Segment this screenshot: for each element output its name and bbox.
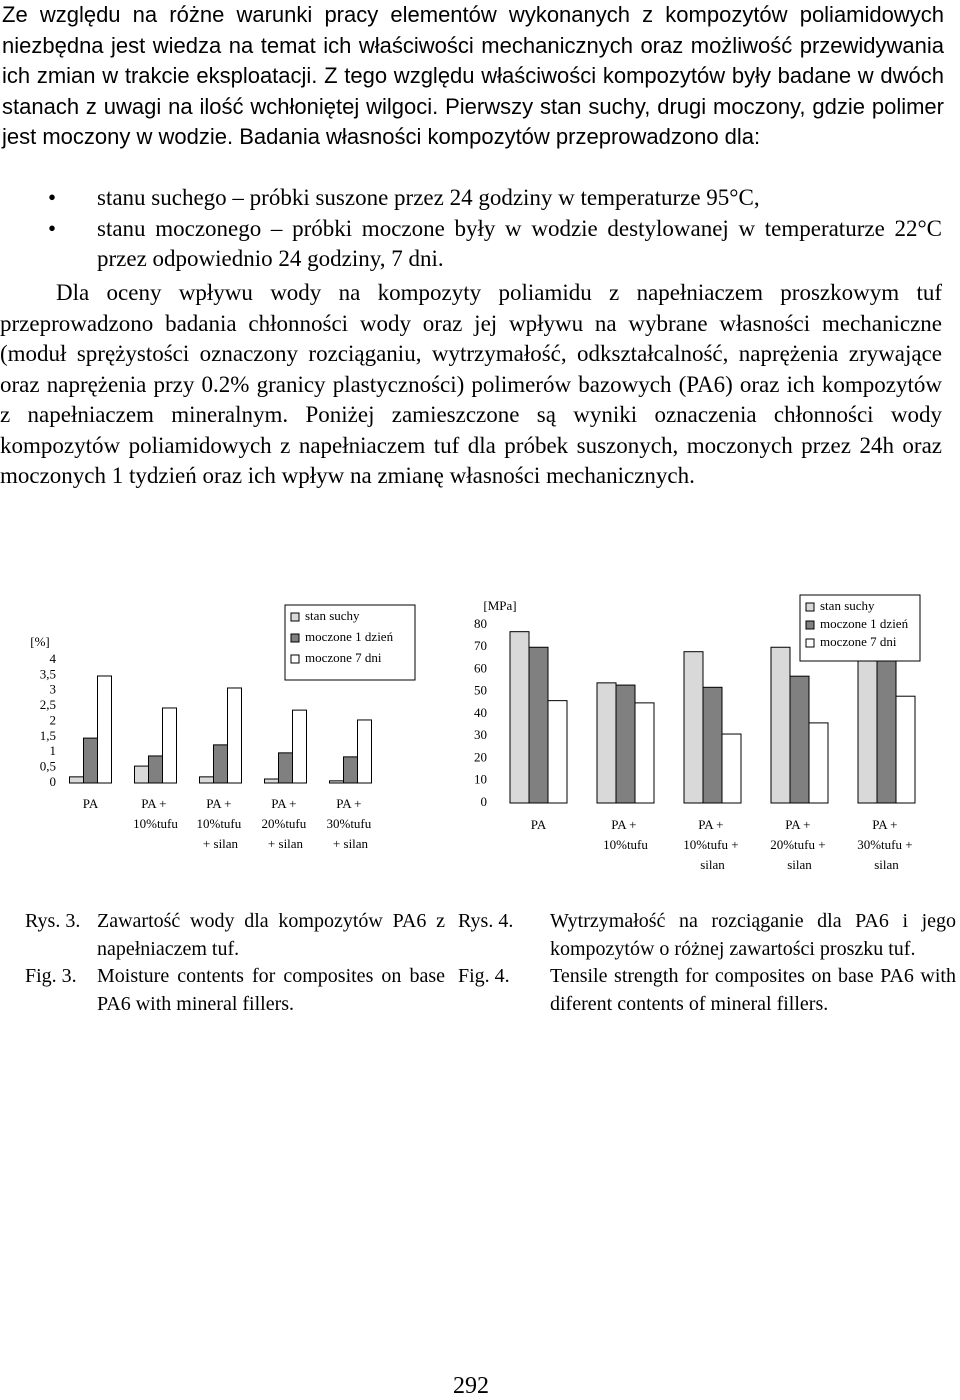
legend-swatch bbox=[805, 638, 815, 648]
legend-label: stan suchy bbox=[820, 598, 875, 613]
legend-swatch bbox=[290, 612, 300, 622]
legend-swatch bbox=[290, 654, 300, 664]
axis-unit: [MPa] bbox=[483, 598, 516, 613]
x-tick-label: PA + 10%tufu bbox=[133, 796, 178, 831]
chart: [MPa] 0 10 20 30 40 50 60 70 80 PA PA + 10%tufu PA +… bbox=[474, 594, 921, 872]
legend-swatch bbox=[290, 633, 300, 643]
axis-unit: [%] bbox=[30, 634, 50, 649]
bar bbox=[857, 642, 878, 804]
bar bbox=[789, 675, 810, 804]
paragraph: Dla oceny wpływu wody na kompozyty polia… bbox=[0, 280, 942, 488]
caption-label: Rys. 4. bbox=[458, 910, 514, 932]
y-tick-label: 2 bbox=[50, 712, 57, 727]
y-tick-label: 60 bbox=[474, 660, 487, 675]
caption: Rys. 4. Wytrzymałość na rozciąganie dla P… bbox=[458, 908, 956, 1018]
bar bbox=[770, 646, 791, 804]
y-tick-label: 3,5 bbox=[40, 666, 56, 681]
bullet: stanu suchego – próbki suszone przez 24 … bbox=[0, 183, 942, 214]
bar bbox=[683, 651, 704, 804]
bar bbox=[292, 709, 307, 784]
bar bbox=[83, 737, 98, 784]
bar bbox=[596, 682, 617, 804]
caption-text: Tensile strength for composites on base … bbox=[550, 965, 956, 1015]
x-tick-label: PA + 10%tufu + silan bbox=[683, 817, 742, 872]
bar bbox=[278, 752, 293, 784]
caption-label: Rys. 3. bbox=[25, 910, 81, 932]
y-tick-label: 1 bbox=[50, 743, 57, 758]
bullet-list: stanu suchego – próbki suszone przez 24 … bbox=[0, 183, 942, 275]
bar bbox=[69, 776, 84, 784]
legend-box bbox=[284, 604, 416, 681]
y-tick-label: 50 bbox=[474, 683, 487, 698]
x-tick-label: PA + 30%tufu + silan bbox=[326, 796, 374, 851]
bar bbox=[634, 702, 655, 804]
list: stanu suchego – próbki suszone przez 24 … bbox=[0, 183, 942, 275]
bar bbox=[702, 686, 723, 804]
bullet: stanu moczonego – próbki moczone były w … bbox=[0, 214, 942, 275]
legend-swatch bbox=[805, 620, 815, 630]
caption-label: Fig. 4. bbox=[458, 965, 510, 987]
chart: [%] 00,511,522,533,54 PA PA + 10%tufu PA + 1… bbox=[30, 604, 416, 851]
y-tick-label: 4 bbox=[50, 651, 57, 666]
y-tick-label: 30 bbox=[474, 727, 487, 742]
bar bbox=[808, 722, 829, 804]
y-tick-label: 10 bbox=[474, 772, 487, 787]
bar bbox=[876, 644, 897, 804]
bar bbox=[329, 780, 344, 784]
y-tick-label: 0 bbox=[50, 774, 57, 789]
x-tick-label: PA bbox=[83, 796, 99, 811]
x-tick-label: PA + 10%tufu + silan bbox=[196, 796, 244, 851]
page-number: 292 bbox=[453, 1373, 489, 1399]
y-tick-label: 0 bbox=[481, 794, 488, 809]
bar bbox=[97, 675, 112, 784]
y-tick-label: 2,5 bbox=[40, 697, 56, 712]
y-tick-label: 40 bbox=[474, 705, 487, 720]
bar bbox=[509, 631, 530, 804]
bar bbox=[227, 687, 242, 784]
bar bbox=[199, 776, 214, 784]
bar bbox=[148, 755, 163, 784]
caption: Rys. 3. Zawartość wody dla kompozytów PA6… bbox=[25, 908, 445, 1018]
legend-label: stan suchy bbox=[305, 608, 360, 623]
bar bbox=[615, 684, 636, 804]
y-tick-label: 0,5 bbox=[40, 759, 56, 774]
legend-swatch bbox=[805, 602, 815, 612]
caption-text: Zawartość wody dla kompozytów PA6 z nape… bbox=[97, 910, 445, 960]
bar bbox=[162, 707, 177, 784]
caption-text: Moisture contents for composites on base… bbox=[97, 965, 445, 1015]
x-tick-label: PA + 10%tufu bbox=[603, 817, 648, 852]
caption-label: Fig. 3. bbox=[25, 965, 77, 987]
x-tick-label: PA + 20%tufu + silan bbox=[770, 817, 829, 872]
bar bbox=[134, 765, 149, 784]
bar bbox=[547, 700, 568, 804]
bar bbox=[528, 646, 549, 804]
legend-label: moczone 1 dzień bbox=[820, 616, 909, 631]
legend-label: moczone 7 dni bbox=[305, 650, 382, 665]
bar bbox=[264, 778, 279, 784]
paragraph: Ze względu na różne warunki pracy elemen… bbox=[2, 2, 944, 149]
x-tick-label: PA + 20%tufu + silan bbox=[261, 796, 309, 851]
legend-label: moczone 1 dzień bbox=[305, 629, 394, 644]
y-tick-label: 20 bbox=[474, 749, 487, 764]
bar bbox=[357, 719, 372, 784]
y-tick-label: 80 bbox=[474, 616, 487, 631]
bar bbox=[721, 733, 742, 804]
x-tick-label: PA + 30%tufu + silan bbox=[857, 817, 916, 872]
legend-label: moczone 7 dni bbox=[820, 634, 897, 649]
y-tick-label: 70 bbox=[474, 638, 487, 653]
bar bbox=[213, 744, 228, 784]
x-tick-label: PA bbox=[531, 817, 547, 832]
caption-text: Wytrzymałość na rozciąganie dla PA6 i je… bbox=[550, 910, 956, 960]
bar bbox=[895, 695, 916, 804]
y-tick-label: 1,5 bbox=[40, 728, 56, 743]
legend-box bbox=[799, 594, 921, 662]
y-tick-label: 3 bbox=[50, 682, 57, 697]
bar bbox=[343, 756, 358, 784]
